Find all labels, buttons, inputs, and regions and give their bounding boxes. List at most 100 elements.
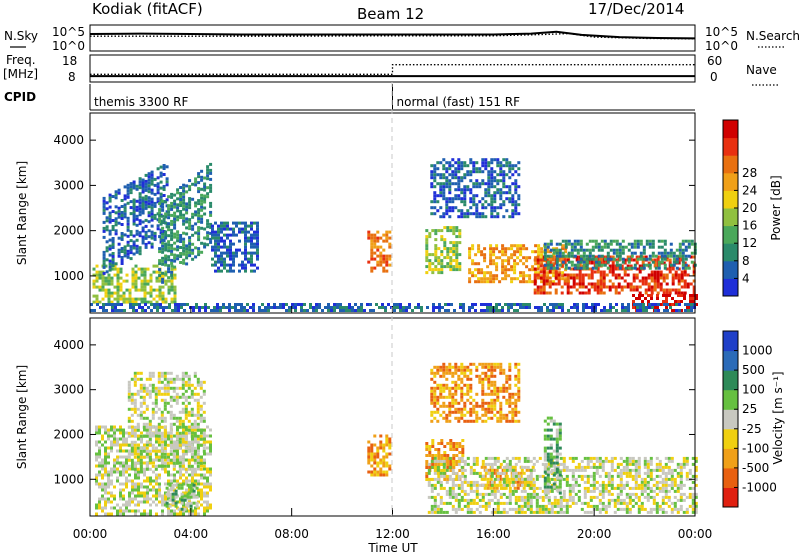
- echo-cell: [217, 248, 220, 252]
- echo-cell: [160, 431, 164, 435]
- echo-cell: [463, 164, 467, 168]
- echo-cell: [532, 456, 536, 460]
- echo-cell: [105, 228, 109, 232]
- echo-cell: [184, 398, 188, 402]
- echo-cell: [551, 255, 555, 259]
- echo-cell: [241, 227, 244, 231]
- echo-cell: [185, 208, 189, 212]
- echo-cell: [182, 479, 185, 483]
- echo-cell: [489, 250, 493, 254]
- echo-cell: [139, 416, 143, 420]
- echo-cell: [556, 474, 560, 478]
- echo-cell: [117, 209, 121, 213]
- echo-cell: [629, 288, 633, 292]
- echo-cell: [555, 254, 559, 258]
- echo-cell: [187, 428, 191, 432]
- echo-cell: [113, 440, 116, 444]
- echo-cell: [155, 503, 158, 507]
- echo-cell: [95, 512, 98, 516]
- echo-cell: [544, 504, 548, 508]
- echo-cell: [250, 254, 253, 258]
- echo-cell: [478, 215, 482, 219]
- echo-cell: [134, 482, 137, 486]
- echo-cell: [408, 306, 411, 309]
- echo-cell: [211, 257, 214, 261]
- echo-cell: [152, 494, 155, 498]
- echo-cell: [200, 205, 204, 209]
- echo-cell: [548, 270, 552, 274]
- echo-cell: [430, 182, 434, 186]
- echo-cell: [576, 309, 579, 312]
- echo-cell: [376, 449, 380, 453]
- echo-cell: [354, 303, 357, 306]
- echo-cell: [113, 428, 116, 432]
- echo-cell: [474, 280, 478, 284]
- echo-cell: [489, 280, 493, 284]
- echo-cell: [596, 288, 600, 292]
- echo-cell: [111, 258, 115, 261]
- noise-ytick-right-bottom: 10^0: [705, 39, 738, 53]
- echo-cell: [554, 291, 558, 295]
- echo-cell: [633, 263, 637, 267]
- echo-cell: [562, 495, 566, 499]
- echo-cell: [209, 210, 213, 214]
- echo-cell: [489, 244, 493, 248]
- echo-cell: [367, 260, 371, 264]
- echo-cell: [608, 279, 612, 283]
- echo-cell: [578, 270, 582, 274]
- echo-cell: [653, 270, 657, 274]
- echo-cell: [451, 468, 455, 472]
- echo-cell: [495, 256, 499, 260]
- echo-cell: [447, 309, 450, 312]
- echo-cell: [111, 306, 114, 309]
- freq-left-label: Freq.: [6, 53, 36, 67]
- echo-cell: [194, 246, 198, 250]
- echo-cell: [209, 177, 213, 181]
- echo-cell: [475, 489, 479, 493]
- echo-cell: [217, 239, 220, 243]
- echo-cell: [448, 182, 452, 186]
- echo-cell: [139, 455, 143, 459]
- echo-cell: [105, 246, 109, 250]
- echo-cell: [543, 242, 547, 246]
- echo-cell: [692, 255, 696, 259]
- echo-cell: [197, 175, 201, 179]
- echo-cell: [487, 164, 491, 168]
- echo-cell: [139, 386, 143, 390]
- echo-cell: [155, 431, 158, 435]
- echo-cell: [487, 179, 491, 183]
- echo-cell: [120, 259, 124, 262]
- echo-cell: [665, 288, 669, 292]
- echo-cell: [584, 285, 588, 289]
- echo-cell: [513, 265, 517, 269]
- echo-cell: [460, 164, 464, 168]
- echo-cell: [430, 504, 434, 508]
- echo-cell: [132, 303, 135, 306]
- echo-cell: [475, 179, 479, 183]
- series-line-n-search: [90, 32, 696, 40]
- echo-cell: [570, 248, 574, 252]
- echo-cell: [119, 482, 122, 486]
- echo-cell: [379, 263, 383, 267]
- echo-cell: [170, 297, 174, 301]
- echo-cell: [501, 262, 505, 266]
- echo-cell: [469, 170, 473, 174]
- echo-cell: [393, 309, 396, 312]
- echo-cell: [116, 276, 120, 280]
- echo-cell: [484, 215, 488, 219]
- echo-cell: [98, 285, 102, 289]
- echo-cell: [588, 251, 592, 255]
- echo-cell: [116, 509, 119, 513]
- echo-cell: [256, 245, 259, 249]
- echo-cell: [555, 248, 559, 252]
- echo-cell: [122, 488, 125, 492]
- echo-cell: [173, 241, 177, 245]
- echo-cell: [442, 215, 446, 219]
- echo-cell: [564, 245, 568, 249]
- echo-cell: [131, 434, 134, 438]
- echo-cell: [463, 212, 467, 216]
- echo-cell: [143, 279, 147, 283]
- echo-cell: [535, 504, 539, 508]
- echo-cell: [105, 249, 109, 253]
- echo-cell: [454, 194, 458, 198]
